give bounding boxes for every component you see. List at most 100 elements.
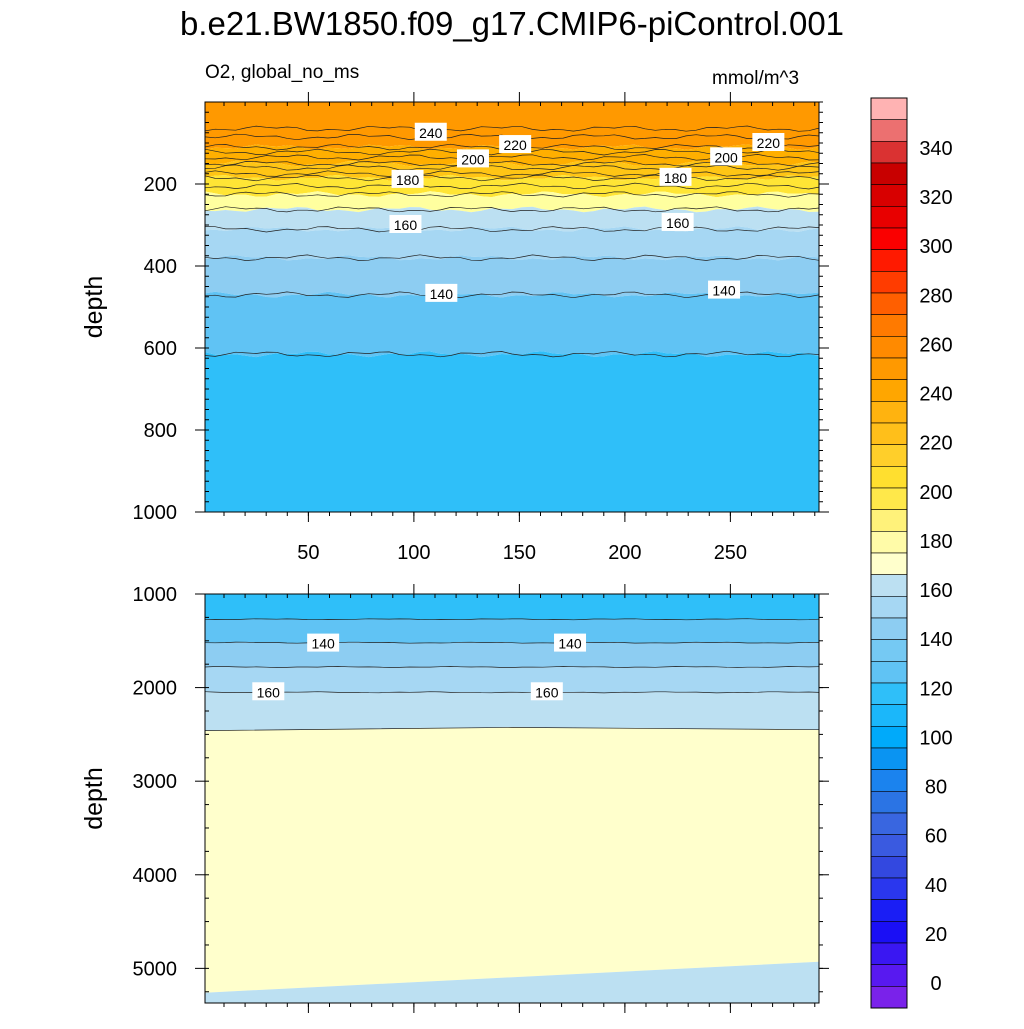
colorbar-box	[870, 206, 908, 229]
colorbar-box	[870, 726, 908, 749]
colorbar-box	[870, 184, 908, 207]
colorbar-box	[870, 271, 908, 294]
x-tick-label: 50	[297, 542, 319, 564]
contour-label: 220	[503, 137, 527, 153]
colorbar-box	[870, 682, 908, 705]
colorbar-label: 20	[925, 924, 947, 946]
contour-label: 160	[666, 215, 690, 231]
colorbar-box	[870, 444, 908, 467]
contour-label: 160	[535, 684, 559, 700]
colorbar-label: 180	[919, 531, 952, 553]
x-tick-label: 150	[503, 542, 536, 564]
contour-line-130	[205, 618, 819, 621]
band-240-260	[205, 102, 819, 150]
plot-area: 140 140 160 160	[205, 594, 819, 1003]
colorbar-frame	[870, 97, 908, 1009]
contour-label: 140	[430, 286, 454, 302]
contour-line-180	[205, 206, 819, 213]
x-tick-label: 100	[397, 542, 430, 564]
contour-line-250	[205, 125, 819, 132]
colorbar-label: 140	[919, 629, 952, 651]
colorbar-box	[870, 119, 908, 142]
colorbar-box	[870, 97, 908, 120]
colorbar-label: 280	[919, 285, 952, 307]
colorbar-box	[870, 704, 908, 727]
colorbar-box	[870, 986, 908, 1009]
contour-label-bg	[661, 212, 694, 231]
contour-label: 160	[257, 684, 281, 700]
colorbar-box	[870, 401, 908, 424]
colorbar-label: 260	[919, 334, 952, 356]
y-tick-label: 200	[144, 174, 177, 196]
contour-label-bg	[752, 133, 785, 151]
contour-label-bg	[425, 283, 458, 302]
colorbar-box	[870, 552, 908, 575]
contour-label-bg	[252, 682, 285, 701]
colorbar-box	[870, 466, 908, 489]
contour-line-220	[205, 164, 819, 171]
colorbar-box	[870, 574, 908, 597]
plot-area: 240 220 220 200 200 180 180 160 160 140 140	[205, 102, 819, 512]
colorbar-box	[870, 141, 908, 164]
colorbar-box	[870, 661, 908, 684]
contour-line-210	[205, 174, 819, 182]
bottom-panel: 140 140 160 160 1000 2000 3000 4000 5000 depth	[80, 584, 829, 1013]
contour-label-bg	[414, 122, 447, 141]
colorbar-label: 0	[930, 973, 941, 995]
contour-line-200	[205, 182, 819, 190]
colorbar-box	[870, 812, 908, 835]
contour-line-145	[205, 666, 819, 668]
contour-label: 140	[558, 636, 582, 652]
contour-label-bg	[554, 633, 587, 652]
contour-label: 200	[714, 149, 738, 165]
colorbar-box	[870, 617, 908, 640]
colorbar-label: 240	[919, 384, 952, 406]
colorbar-box	[870, 227, 908, 250]
contour-label: 200	[461, 151, 485, 167]
band-140-145	[205, 642, 819, 668]
contour-label-bg	[710, 147, 743, 166]
band-140-145	[205, 255, 819, 298]
colorbar-label: 200	[919, 482, 952, 504]
band-150-170	[205, 691, 819, 731]
colorbar-box	[870, 921, 908, 944]
panel-units: mmol/m^3	[712, 68, 800, 89]
y-axis-label: depth	[80, 276, 108, 339]
colorbar-label: 320	[919, 187, 952, 209]
colorbar-box	[870, 336, 908, 359]
y-tick-label: 5000	[133, 958, 178, 980]
y-tick-label: 800	[144, 420, 177, 442]
colorbar-box	[870, 509, 908, 532]
colorbar-label: 80	[925, 777, 947, 799]
contour-label: 140	[311, 636, 335, 652]
contour-label-bg	[708, 280, 741, 299]
contour-label: 180	[664, 170, 688, 186]
chart-title: b.e21.BW1850.f09_g17.CMIP6-piControl.001	[179, 5, 845, 42]
colorbar-box	[870, 596, 908, 619]
y-tick-label: 1000	[133, 584, 178, 606]
colorbar-label: 220	[919, 433, 952, 455]
band-150-170	[205, 961, 819, 1003]
contour-label: 140	[712, 283, 736, 299]
colorbar-box	[870, 314, 908, 337]
colorbar-box	[870, 639, 908, 662]
contour-label-bg	[456, 149, 489, 168]
colorbar-box	[870, 942, 908, 965]
top-panel: 240 220 220 200 200 180 180 160 160 140 140 200 400 6…	[80, 92, 829, 564]
contour-line-190	[205, 191, 819, 198]
y-tick-label: 1000	[133, 502, 178, 524]
colorbar-box	[870, 791, 908, 814]
contour-label-bg	[389, 215, 422, 233]
colorbar-box	[870, 249, 908, 272]
contour-line-140	[205, 350, 819, 358]
band-130-140	[205, 618, 819, 644]
contour-label-bg	[530, 682, 563, 701]
colorbar-box	[870, 899, 908, 922]
colorbar-box	[870, 422, 908, 445]
colorbar-box	[870, 379, 908, 402]
band-170-180	[205, 727, 819, 993]
contour-label: 160	[394, 217, 418, 233]
colorbar-label: 340	[919, 138, 952, 160]
colorbar-label: 120	[919, 678, 952, 700]
